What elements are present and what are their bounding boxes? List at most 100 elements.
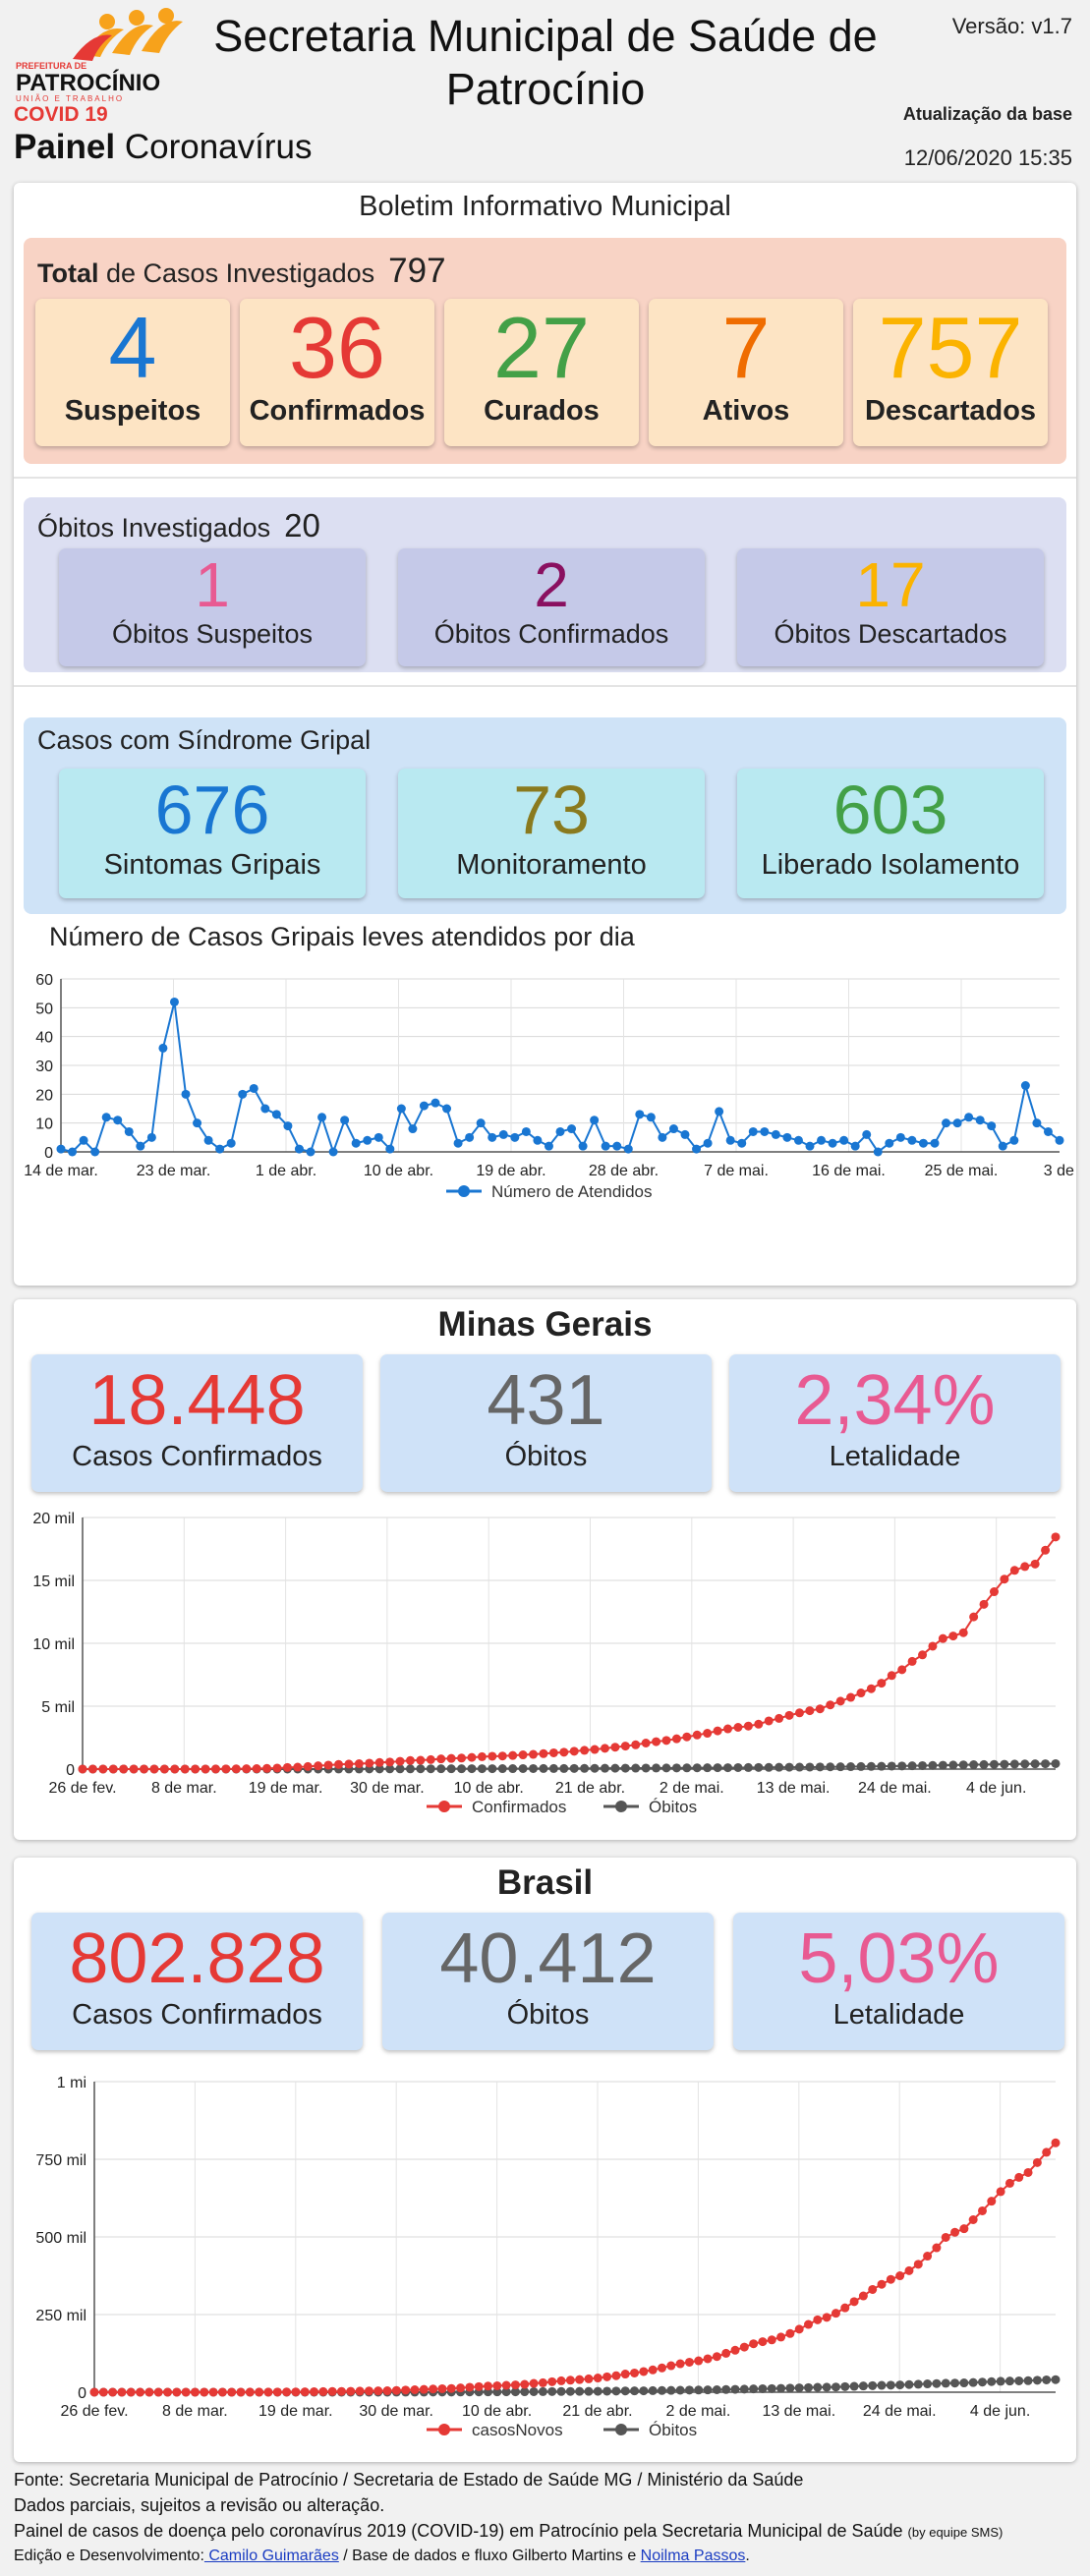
x-tick-label: 2 de mai. [660, 1780, 724, 1797]
legend-marker-icon[interactable] [615, 2424, 627, 2435]
data-point [828, 1138, 837, 1148]
data-point [580, 1746, 590, 1755]
data-point [548, 1763, 558, 1773]
data-point [1020, 1562, 1030, 1572]
data-point [839, 1135, 849, 1145]
data-point [593, 2386, 602, 2396]
data-point [886, 2380, 895, 2390]
data-point [877, 2279, 887, 2289]
data-point [318, 2386, 328, 2396]
data-point [866, 1684, 876, 1693]
legend-marker-icon[interactable] [438, 1801, 450, 1812]
legend-label[interactable]: casosNovos [472, 2421, 563, 2439]
data-point [620, 2386, 630, 2396]
prefeitura-logo: PREFEITURA DE PATROCÍNIO UNIÃO E TRABALH… [14, 6, 186, 104]
data-point [684, 2357, 694, 2367]
data-point [684, 2385, 694, 2395]
data-point [314, 1761, 323, 1771]
data-point [575, 2386, 585, 2396]
legend-label[interactable]: Óbitos [649, 1798, 697, 1816]
y-tick-label: 15 mil [32, 1574, 75, 1590]
data-point [263, 2387, 273, 2397]
data-point [136, 2387, 145, 2397]
total-stat-label: Curados [484, 395, 600, 427]
data-point [631, 1763, 641, 1773]
data-point [373, 1132, 383, 1142]
data-point [730, 2384, 740, 2394]
br-stat-label: Letalidade [832, 1999, 965, 2031]
data-point [641, 1763, 651, 1773]
data-point [87, 1764, 97, 1774]
obitos-stat-box: 17 Óbitos Descartados [737, 548, 1044, 666]
data-point [600, 1763, 609, 1773]
data-point [520, 2379, 530, 2389]
y-tick-label: 750 mil [35, 2152, 86, 2169]
legend-label[interactable]: Número de Atendidos [491, 1182, 653, 1201]
data-flow-link[interactable]: Noilma Passos [640, 2547, 746, 2564]
data-point [556, 2376, 566, 2385]
mg-stat-box: 2,34% Letalidade [729, 1354, 1061, 1492]
legend-marker-icon[interactable] [458, 1185, 470, 1197]
data-point [989, 1587, 999, 1597]
legend-label[interactable]: Confirmados [472, 1798, 566, 1816]
y-tick-label: 20 mil [32, 1511, 75, 1527]
data-point [668, 1124, 678, 1134]
data-point [675, 2385, 685, 2395]
data-point [497, 1764, 507, 1774]
data-point [272, 2387, 282, 2397]
total-bold: Total [37, 258, 99, 288]
data-point [1030, 1559, 1040, 1569]
data-point [346, 2386, 356, 2396]
data-point [794, 1708, 804, 1718]
footer-description: Painel de casos de doença pelo coronavír… [14, 2521, 1003, 2542]
legend-marker-icon[interactable] [438, 2424, 450, 2435]
data-point [723, 1724, 733, 1734]
data-point [158, 1043, 168, 1053]
data-point [602, 2386, 612, 2396]
series-line [94, 2142, 1057, 2393]
x-tick-label: 26 de fev. [60, 2403, 128, 2420]
data-point [856, 1689, 866, 1698]
data-point [774, 1713, 784, 1723]
logo-sub-text: UNIÃO E TRABALHO [16, 94, 124, 103]
data-point [538, 2377, 547, 2387]
data-point [822, 2313, 832, 2322]
obitos-title: Óbitos Investigados [37, 513, 271, 543]
data-point [136, 1141, 145, 1151]
data-point [952, 1118, 962, 1128]
y-tick-label: 5 mil [41, 1699, 75, 1716]
data-point [1051, 1532, 1061, 1542]
data-point [548, 1747, 558, 1757]
data-point [231, 1764, 241, 1774]
data-point [539, 1748, 548, 1758]
data-point [774, 1762, 784, 1772]
total-rest: de Casos Investigados [98, 258, 375, 288]
data-point [600, 1744, 609, 1753]
data-point [703, 2354, 713, 2364]
data-point [737, 1138, 747, 1148]
legend-marker-icon[interactable] [615, 1801, 627, 1812]
data-point [578, 1141, 588, 1151]
data-point [170, 1764, 180, 1774]
data-point [611, 2386, 621, 2396]
data-point [873, 1147, 883, 1157]
data-point [822, 2382, 832, 2392]
data-point [897, 1761, 907, 1771]
data-point [108, 2387, 118, 2397]
data-point [858, 2381, 868, 2391]
legend-label[interactable]: Óbitos [649, 2421, 697, 2439]
data-point [776, 2332, 786, 2342]
data-point [979, 1759, 989, 1769]
data-point [98, 2387, 108, 2397]
data-point [804, 2319, 814, 2329]
data-point [784, 1762, 794, 1772]
data-point [520, 2387, 530, 2397]
x-tick-label: 19 de abr. [476, 1163, 545, 1179]
data-point [442, 1104, 452, 1114]
obitos-stat-box: 1 Óbitos Suspeitos [59, 548, 366, 666]
data-point [446, 1764, 456, 1774]
developer-link[interactable]: Camilo Guimarães [203, 2547, 339, 2564]
data-point [477, 1764, 487, 1774]
data-point [868, 2380, 878, 2390]
data-point [395, 1756, 405, 1766]
